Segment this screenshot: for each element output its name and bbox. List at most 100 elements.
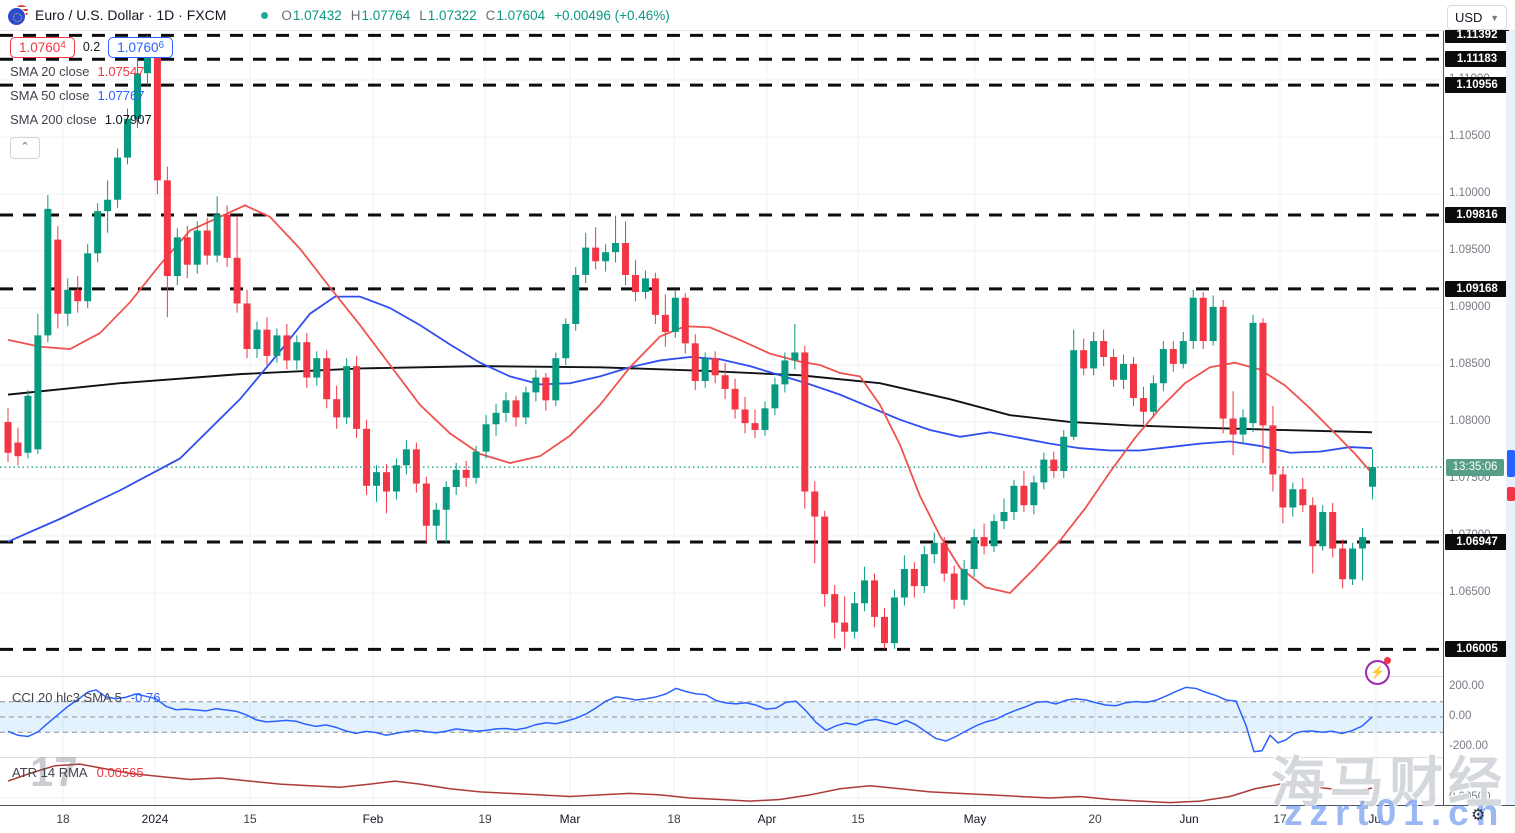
candle-body xyxy=(193,230,201,265)
cci-tick-label: 0.00 xyxy=(1449,710,1472,722)
candle-body xyxy=(631,274,639,293)
time-tick-label: 15 xyxy=(243,812,257,826)
candle-body xyxy=(582,247,590,275)
time-tick-label: 18 xyxy=(667,812,681,826)
candle-body xyxy=(412,449,420,484)
candle-body xyxy=(472,451,480,478)
candle-body xyxy=(74,289,82,302)
candle-body xyxy=(871,580,879,617)
sma20-scale-stub xyxy=(1507,487,1515,501)
candle-body xyxy=(243,303,251,350)
price-scale[interactable]: 1.110001.105001.100001.095001.090001.085… xyxy=(1444,27,1515,805)
currency-dropdown[interactable]: USD ▼ xyxy=(1447,5,1507,30)
time-tick-label: 15 xyxy=(851,812,865,826)
candle-body xyxy=(930,542,938,555)
market-open-dot xyxy=(261,11,269,19)
candle-body xyxy=(890,597,898,644)
ohlc-values: O1.07432 H1.07764 L1.07322 C1.07604 xyxy=(281,7,546,23)
time-tick-label: Jul xyxy=(1368,812,1384,826)
candle-body xyxy=(622,243,630,275)
time-tick-label: Feb xyxy=(362,812,384,826)
candle-body xyxy=(562,323,570,359)
candle-body xyxy=(950,573,958,600)
candle-body xyxy=(900,569,908,598)
spread-value: 0.2 xyxy=(82,40,101,54)
candle-body xyxy=(1040,459,1048,483)
candle-body xyxy=(661,314,669,332)
candle-body xyxy=(1239,417,1247,435)
sma-50-line[interactable] xyxy=(7,295,1373,543)
sma20-legend-row[interactable]: SMA 20 close 1.07547 xyxy=(10,63,145,79)
candle-body xyxy=(1050,459,1058,471)
time-tick-label: 19 xyxy=(478,812,492,826)
candle-body xyxy=(293,342,301,361)
candle-body xyxy=(14,442,22,457)
candle-body xyxy=(64,289,72,314)
candle-body xyxy=(910,569,918,587)
candle-body xyxy=(1120,363,1128,380)
candle-body xyxy=(522,392,530,418)
candle-body xyxy=(1139,398,1147,412)
pane-separator-atr[interactable] xyxy=(0,757,1515,758)
candle-body xyxy=(263,329,271,356)
news-flash-icon[interactable]: ⚡ xyxy=(1365,660,1390,685)
candle-body xyxy=(1179,341,1187,364)
price-chart-canvas[interactable] xyxy=(0,31,1443,805)
candle-body xyxy=(1110,357,1118,380)
candle-body xyxy=(701,358,709,381)
atr-legend-row[interactable]: ATR 14 RMA 0.00565 xyxy=(12,765,144,780)
brand-watermark: 海马财经 xyxy=(1271,753,1507,813)
price-level-label: 1.09816 xyxy=(1445,207,1509,223)
candle-body xyxy=(462,469,470,478)
candle-body xyxy=(213,214,221,256)
time-tick-label: 17 xyxy=(1273,812,1287,826)
sma200-legend-row[interactable]: SMA 200 close 1.07907 xyxy=(10,111,152,127)
candle-body xyxy=(671,297,679,332)
candle-body xyxy=(1309,505,1317,547)
candle-body xyxy=(1169,349,1177,364)
atr-line[interactable] xyxy=(7,763,1373,804)
candle-body xyxy=(482,424,490,452)
candle-body xyxy=(392,465,400,492)
collapse-legend-button[interactable]: ⌃ xyxy=(10,137,40,159)
candle-body xyxy=(731,388,739,410)
price-level-label: 1.10956 xyxy=(1445,77,1509,94)
sma-200-line[interactable] xyxy=(7,365,1373,434)
candle-body xyxy=(1339,548,1347,580)
sell-button[interactable]: 1.07604 xyxy=(10,36,75,58)
candle-body xyxy=(980,537,988,547)
candle-body xyxy=(1159,349,1167,384)
candle-body xyxy=(452,469,460,487)
price-level-label: 1.06005 xyxy=(1445,641,1509,658)
time-tick-label: Mar xyxy=(559,812,581,826)
candle-body xyxy=(1219,306,1227,419)
symbol-title[interactable]: Euro / U.S. Dollar · 1D · FXCM xyxy=(35,7,227,23)
cci-tick-label: -200.00 xyxy=(1449,740,1489,753)
candle-body xyxy=(532,377,540,393)
candle-body xyxy=(1129,363,1137,399)
gear-icon[interactable]: ⚙ xyxy=(1471,807,1486,824)
price-tick-label: 1.08500 xyxy=(1449,357,1491,370)
candle-body xyxy=(592,247,600,262)
candle-body xyxy=(163,180,171,277)
candle-body xyxy=(751,423,759,430)
candle-body xyxy=(133,73,141,119)
cci-line[interactable] xyxy=(7,686,1373,753)
price-tick-label: 1.10000 xyxy=(1449,187,1491,200)
candle-body xyxy=(24,395,32,453)
cci-legend-row[interactable]: CCI 20 hlc3 SMA 5 -0.76 xyxy=(12,690,161,705)
time-tick-label: Jun xyxy=(1179,812,1199,826)
candle-body xyxy=(223,214,231,258)
candle-body xyxy=(432,509,440,526)
time-axis[interactable]: 18 2024 15 Feb 19 Mar 18 Apr 15 May 20 Jun 17 Jul xyxy=(0,806,1515,833)
candle-body xyxy=(183,237,191,265)
chevron-down-icon: ▼ xyxy=(1490,12,1499,23)
candle-body xyxy=(1269,425,1277,475)
pane-separator-cci[interactable] xyxy=(0,676,1515,677)
sma50-legend-row[interactable]: SMA 50 close 1.07767 xyxy=(10,87,145,103)
candle-body xyxy=(1279,474,1287,508)
buy-button[interactable]: 1.07606 xyxy=(108,36,174,58)
candle-body xyxy=(4,421,12,453)
sma-20-line[interactable] xyxy=(7,204,1373,594)
candle-body xyxy=(502,400,510,413)
